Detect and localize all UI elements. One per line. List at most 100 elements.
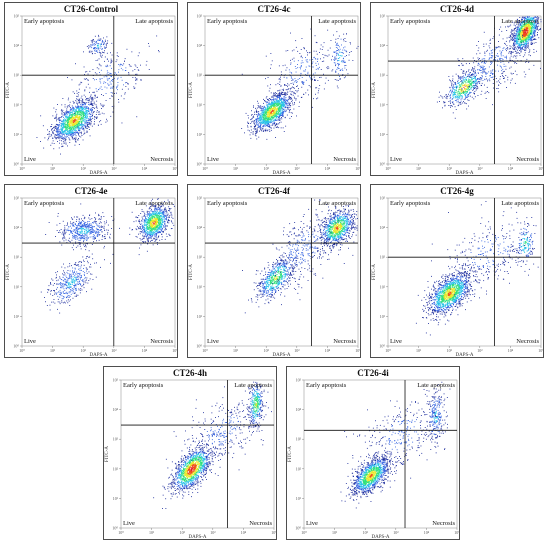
event-point [96,50,98,52]
event-point [343,52,344,54]
event-point [336,79,338,81]
event-point [307,52,308,54]
event-point [521,43,522,45]
event-point [71,134,72,136]
event-point [277,105,278,107]
event-point [263,108,264,110]
event-point [534,35,536,37]
event-point [468,81,470,82]
event-point [255,114,257,115]
event-point [267,114,268,116]
event-point [146,60,148,62]
event-point [470,87,472,89]
event-point [100,123,102,125]
event-point [118,64,120,65]
x-tick-label: 10² [447,166,453,171]
event-point [293,87,295,89]
event-point [251,121,252,123]
event-point [277,94,279,96]
event-point [77,123,79,125]
event-point [96,107,98,109]
event-point [266,124,267,126]
event-point [253,116,255,118]
event-point [76,116,78,118]
event-point [69,123,71,125]
event-point [474,91,476,92]
event-point [262,121,264,123]
event-point [526,44,527,45]
event-point [70,114,72,115]
event-point [454,90,456,92]
event-point [522,46,524,47]
event-point [519,17,521,18]
event-point [280,99,282,101]
event-points [436,16,542,119]
event-point [78,121,80,123]
event-point [301,81,303,83]
event-point [533,17,535,19]
event-point [290,63,292,65]
event-point [78,92,80,93]
event-point [449,91,451,93]
event-point [271,112,272,114]
event-point [325,77,327,79]
event-point [241,128,243,129]
event-point [82,106,84,108]
panel-title: CT26-4c [258,4,291,14]
event-point [528,35,529,37]
event-point [85,112,87,114]
event-point [276,115,277,116]
event-point [452,92,454,94]
event-point [296,91,298,93]
event-point [59,137,60,139]
event-point [461,88,463,90]
event-point [104,60,105,62]
event-point [98,112,100,114]
event-point [96,50,98,51]
event-point [64,122,66,124]
event-point [279,98,281,100]
event-point [62,131,64,133]
event-point [285,125,287,127]
event-point [62,125,64,127]
event-point [259,126,261,128]
event-point [68,105,70,107]
event-point [467,87,469,89]
event-point [267,104,269,106]
event-point [81,107,83,109]
event-point [315,41,317,43]
event-point [60,153,61,155]
event-point [123,84,124,86]
event-point [94,47,96,48]
event-point [129,65,131,67]
event-point [264,109,266,111]
event-point [265,114,267,116]
event-point [274,108,275,110]
event-point [467,85,468,87]
event-point [61,121,63,123]
event-point [61,145,63,147]
event-point [275,137,276,138]
event-point [521,41,523,43]
event-point [268,114,270,116]
event-point [285,109,287,111]
event-point [278,102,280,104]
event-point [461,93,463,94]
event-point [525,29,527,31]
event-point [288,103,290,105]
event-point [276,98,278,100]
event-point [478,78,480,80]
event-point [532,37,534,39]
event-point [295,93,296,95]
event-point [93,123,95,125]
event-point [64,130,66,132]
event-point [71,133,73,135]
event-point [474,80,476,82]
event-point [346,55,347,56]
event-point [514,41,515,42]
event-point [71,113,73,115]
event-point [117,77,119,79]
event-point [94,103,96,105]
event-point [90,118,92,120]
event-point [335,51,337,53]
